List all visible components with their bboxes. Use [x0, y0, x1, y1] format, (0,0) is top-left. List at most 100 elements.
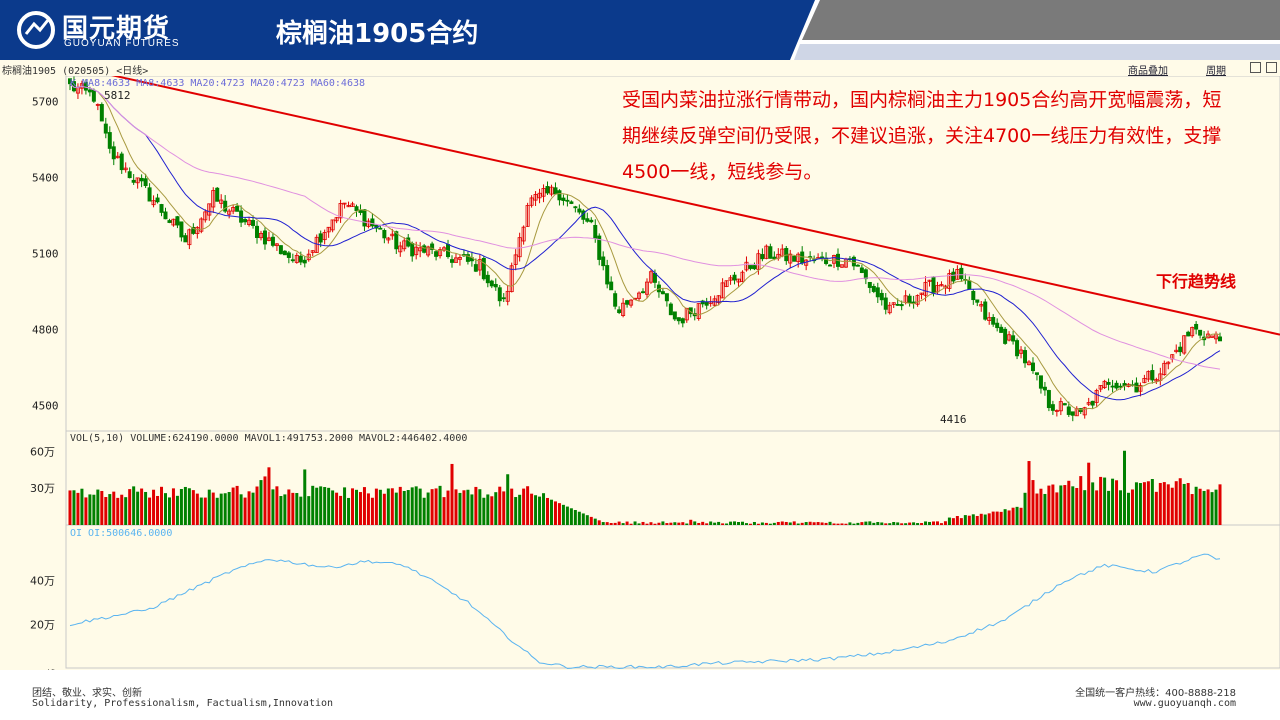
volume-bar: [263, 476, 267, 525]
candle-body: [533, 194, 538, 201]
volume-bar: [748, 523, 752, 525]
volume-bar: [693, 521, 697, 525]
volume-bar: [593, 518, 597, 525]
candle-body: [756, 253, 761, 270]
candle-body: [1198, 329, 1203, 336]
candle-body: [175, 216, 180, 226]
candle-body: [1134, 382, 1139, 393]
overlay-button[interactable]: 商品叠加: [1128, 66, 1168, 77]
volume-bar: [378, 489, 382, 525]
volume-bar: [840, 523, 844, 525]
candle-body: [549, 186, 554, 195]
footer-website[interactable]: www.guoyuanqh.com: [1133, 698, 1236, 709]
candle-body: [644, 281, 649, 295]
candle-body: [262, 230, 267, 245]
volume-bar: [1111, 478, 1115, 525]
candle-body: [680, 318, 685, 324]
candle-body: [489, 280, 494, 287]
volume-legend: VOL(5,10) VOLUME:624190.0000 MAVOL1:4917…: [70, 433, 467, 444]
volume-bar: [967, 515, 971, 525]
volume-bar: [534, 495, 538, 525]
volume-bar: [167, 497, 171, 525]
candle-body: [923, 281, 928, 296]
candle-body: [219, 199, 224, 204]
volume-bar: [788, 522, 792, 525]
candle-body: [330, 219, 335, 231]
volume-bar: [1039, 488, 1043, 525]
candle-body: [752, 265, 757, 270]
volume-bar: [864, 521, 868, 525]
candle-body: [278, 245, 283, 255]
volume-bar: [1123, 450, 1127, 525]
logo-icon: [17, 11, 55, 49]
volume-bar: [1067, 480, 1071, 525]
high-annotation: 5812: [104, 89, 131, 102]
candle-body: [565, 199, 570, 202]
candle-body: [215, 187, 220, 202]
candle-body: [481, 257, 486, 280]
candle-body: [867, 281, 872, 288]
candle-body: [422, 245, 427, 253]
candle-body: [732, 274, 737, 281]
volume-bar: [199, 497, 203, 525]
candle-body: [569, 201, 574, 204]
volume-bar: [1035, 493, 1039, 525]
volume-bar: [1138, 483, 1142, 525]
footer-motto-cn: 团结、敬业、求实、创新: [32, 688, 142, 699]
volume-bar: [1182, 483, 1186, 525]
candle-body: [1015, 340, 1020, 357]
toolbar-icon-b[interactable]: [1266, 62, 1277, 73]
candle-body: [362, 209, 367, 227]
page-title: 棕榈油1905合约: [276, 19, 479, 49]
candle-body: [274, 243, 279, 247]
candle-body: [179, 221, 184, 238]
volume-bar: [108, 494, 112, 525]
candle-body: [1003, 328, 1008, 344]
candle-body: [676, 317, 681, 322]
candle-body: [171, 218, 176, 226]
candle-body: [748, 265, 753, 269]
candle-body: [442, 247, 447, 251]
downtrend-line: [69, 64, 1280, 336]
volume-bar: [637, 523, 641, 525]
volume-bar: [573, 510, 577, 525]
candle-body: [820, 256, 825, 259]
volume-bar: [904, 523, 908, 525]
candle-body: [999, 326, 1004, 333]
candle-body: [501, 297, 506, 300]
volume-bar: [709, 521, 713, 525]
oi-y-tick: 40万: [30, 575, 55, 588]
volume-bar: [963, 515, 967, 525]
candle-body: [127, 171, 132, 179]
candle-body: [832, 255, 837, 264]
volume-bar: [812, 522, 816, 525]
volume-bar: [1107, 490, 1111, 525]
candle-body: [485, 274, 490, 284]
candle-body: [891, 302, 896, 305]
candle-body: [199, 218, 204, 232]
volume-bar: [549, 499, 553, 525]
candle-body: [1046, 390, 1051, 409]
candle-body: [258, 232, 263, 239]
volume-bar: [1194, 486, 1198, 525]
volume-bar: [358, 492, 362, 525]
volume-bar: [959, 518, 963, 525]
volume-bar: [860, 522, 864, 525]
candle-body: [298, 255, 303, 263]
candle-body: [919, 292, 924, 295]
logo-subtitle: GUOYUAN FUTURES: [64, 38, 180, 49]
candle-body: [987, 317, 992, 321]
toolbar-icon-a[interactable]: [1250, 62, 1261, 73]
candle-body: [318, 233, 323, 243]
volume-bar: [1218, 484, 1222, 525]
period-button[interactable]: 周期: [1206, 66, 1226, 77]
volume-bar: [955, 516, 959, 525]
volume-bar: [729, 521, 733, 525]
volume-bar: [617, 521, 621, 525]
volume-bar: [1146, 481, 1150, 525]
volume-bar: [780, 521, 784, 525]
candle-body: [505, 290, 510, 302]
candle-body: [605, 265, 610, 285]
volume-bar: [645, 523, 649, 525]
candle-body: [151, 200, 156, 206]
